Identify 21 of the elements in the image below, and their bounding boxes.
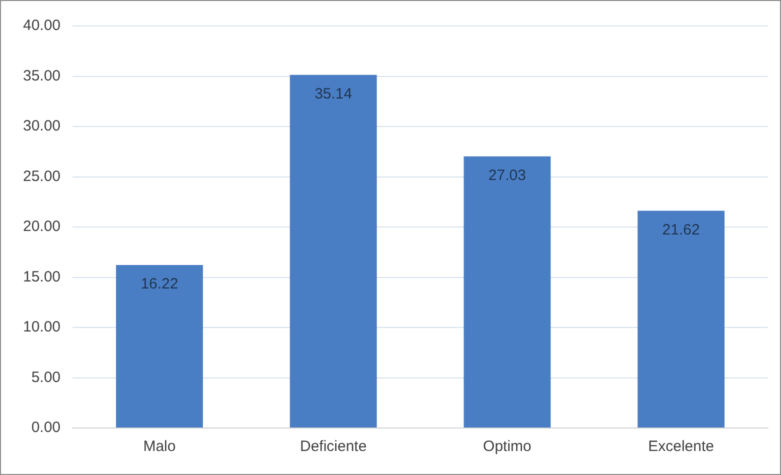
y-tick-label: 10.00 [22,318,61,336]
data-label: 35.14 [314,85,352,102]
bar [116,264,203,428]
y-tick-label: 25.00 [22,168,61,185]
y-tick-label: 15.00 [22,268,61,286]
y-tick-label: 35.00 [22,67,61,84]
y-tick-label: 20.00 [22,218,61,236]
x-tick-label: Optimo [483,438,532,456]
x-tick-label: Excelente [648,438,714,456]
y-tick-label: 30.00 [22,118,61,135]
y-tick-label: 0.00 [31,419,61,436]
bar [464,156,551,428]
y-tick-label: 5.00 [31,368,61,386]
bar [638,210,725,428]
bar [290,74,377,428]
data-label: 27.03 [488,166,526,184]
y-tick-label: 40.00 [22,17,61,34]
data-label: 21.62 [662,221,700,238]
x-tick-label: Deficiente [300,438,367,456]
data-label: 16.22 [140,276,178,293]
x-tick-label: Malo [143,438,176,456]
